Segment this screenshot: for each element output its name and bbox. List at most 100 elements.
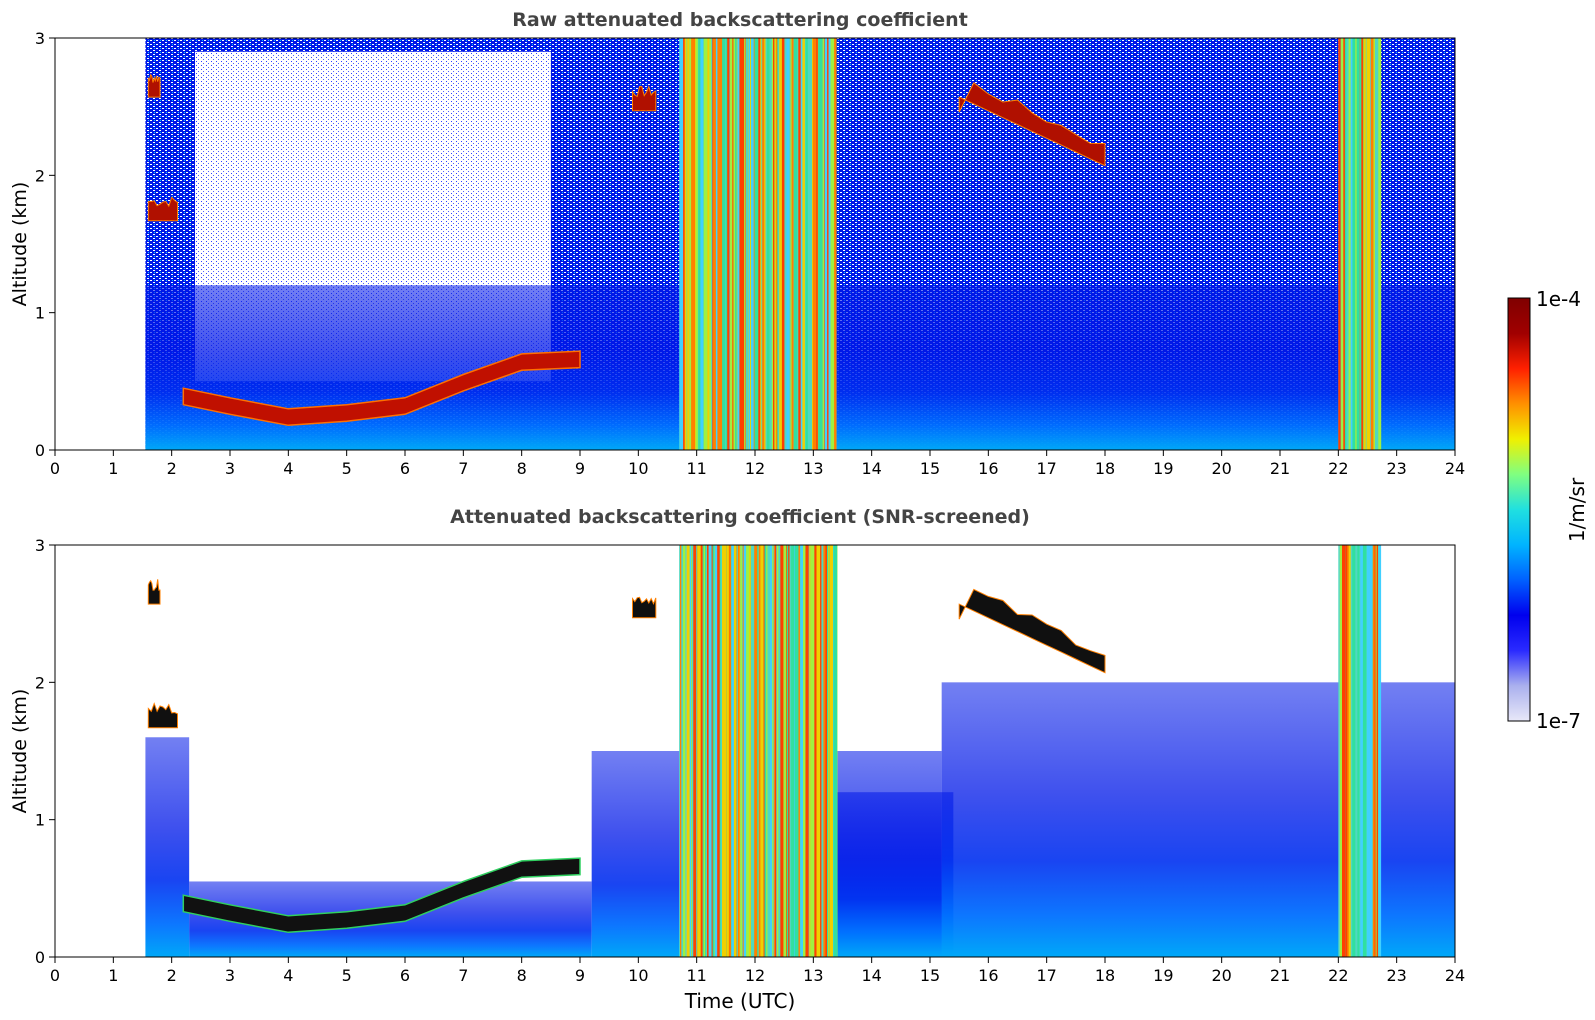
x-tick-label: 0 — [50, 966, 60, 985]
precipitation-streak — [1369, 38, 1371, 450]
precipitation-streak — [1378, 38, 1382, 450]
precipitation-streak — [1352, 545, 1356, 957]
x-tick-label: 13 — [803, 966, 823, 985]
raw-backscatter-panel: Raw attenuated backscattering coefficien… — [9, 9, 1465, 478]
heatmap-area — [145, 38, 1456, 450]
precipitation-streak — [748, 38, 750, 450]
x-tick-label: 7 — [458, 966, 468, 985]
x-tick-label: 16 — [978, 966, 998, 985]
precipitation-streak — [774, 545, 777, 957]
precipitation-streak — [717, 545, 720, 957]
x-tick-label: 17 — [1036, 966, 1056, 985]
y-axis: 0 1 2 3 — [35, 536, 55, 967]
x-tick-label: 20 — [1211, 459, 1231, 478]
precipitation-streak — [1354, 38, 1358, 450]
x-tick-label: 24 — [1445, 966, 1465, 985]
precipitation-streak — [833, 545, 838, 957]
precipitation-streak — [758, 545, 762, 957]
x-tick-label: 23 — [1386, 966, 1406, 985]
precipitation-streak — [743, 545, 747, 957]
precipitation-streak — [733, 545, 737, 957]
precipitation-streak — [707, 545, 710, 957]
y-tick-label: 2 — [35, 673, 45, 692]
precipitation-streak — [683, 545, 686, 957]
precipitation-streak — [683, 38, 685, 450]
x-tick-label: 16 — [978, 459, 998, 478]
precipitation-streak — [766, 38, 770, 450]
x-tick-label: 20 — [1211, 966, 1231, 985]
precipitation-streak — [1350, 38, 1353, 450]
precipitation-streak — [729, 545, 732, 957]
precipitation-streak — [776, 38, 779, 450]
precipitation-streak — [1366, 545, 1369, 957]
x-tick-label: 17 — [1036, 459, 1056, 478]
precipitation-streak — [713, 38, 716, 450]
panel-title: Attenuated backscattering coefficient (S… — [450, 506, 1030, 528]
x-tick-label: 18 — [1095, 459, 1115, 478]
precipitation-streak — [683, 38, 687, 450]
precipitation-streak — [1348, 38, 1352, 450]
y-tick-label: 3 — [35, 29, 45, 48]
precipitation-streak — [1346, 545, 1351, 957]
cloud-layer — [632, 85, 657, 112]
precipitation-streak — [1342, 545, 1346, 957]
precipitation-streak — [809, 545, 811, 957]
precipitation-streak — [794, 545, 799, 957]
precipitation-streak — [830, 38, 835, 450]
x-tick-label: 2 — [167, 459, 177, 478]
x-tick-label: 7 — [458, 459, 468, 478]
precipitation-streak — [829, 545, 833, 957]
precipitation-streak — [1363, 38, 1366, 450]
x-axis: 0 1 2 3 4 5 6 7 8 9 10 11 12 13 14 15 16 17 18 19 20 21 22 23 24 — [50, 450, 1465, 478]
colorbar: 1e-4 1e-7 1/m/sr — [1507, 287, 1589, 733]
precipitation-streak — [691, 38, 695, 450]
precipitation-streak — [787, 545, 789, 957]
precipitation-streak — [814, 545, 817, 957]
precipitation-streak — [703, 545, 706, 957]
x-axis-label: Time (UTC) — [684, 989, 796, 1013]
precipitation-streak — [779, 38, 783, 450]
x-tick-label: 3 — [225, 459, 235, 478]
precipitation-streak — [733, 38, 736, 450]
y-tick-label: 0 — [35, 948, 45, 967]
precipitation-streak — [785, 545, 787, 957]
x-tick-label: 4 — [283, 459, 293, 478]
colorbar-label: 1/m/sr — [1565, 477, 1589, 542]
precipitation-streak — [1359, 38, 1362, 450]
precipitation-streak — [1362, 545, 1366, 957]
precipitation-streak — [700, 545, 703, 957]
precipitation-streak — [689, 38, 692, 450]
boundary-layer-top — [182, 350, 581, 427]
x-tick-label: 18 — [1095, 966, 1115, 985]
x-tick-label: 0 — [50, 459, 60, 478]
precipitation-streak — [773, 38, 775, 450]
precipitation-streak — [833, 38, 837, 450]
precipitation-streak — [776, 545, 779, 957]
x-tick-label: 1 — [108, 459, 118, 478]
precipitation-streak — [788, 545, 790, 957]
aerosol-fill — [145, 737, 190, 957]
precipitation-streak — [816, 38, 818, 450]
precipitation-streak — [782, 545, 787, 957]
x-tick-label: 11 — [686, 966, 706, 985]
precipitation-streak — [689, 545, 691, 957]
precipitation-streak — [760, 38, 762, 450]
x-tick-label: 12 — [745, 459, 765, 478]
precipitation-streak — [823, 38, 825, 450]
precipitation-streak — [793, 38, 798, 450]
x-tick-label: 3 — [225, 966, 235, 985]
precipitation-streak — [823, 545, 826, 957]
precipitation-streak — [1378, 545, 1382, 957]
x-tick-label: 21 — [1270, 966, 1290, 985]
cloud-layer — [147, 579, 161, 605]
x-tick-label: 10 — [628, 966, 648, 985]
precipitation-streak — [721, 38, 726, 450]
precipitation-streak — [816, 545, 821, 957]
x-tick-label: 21 — [1270, 459, 1290, 478]
cloud-layer — [147, 702, 178, 729]
precipitation-streak — [757, 38, 761, 450]
x-tick-label: 9 — [575, 966, 585, 985]
x-tick-label: 23 — [1386, 459, 1406, 478]
precipitation-streak — [717, 38, 720, 450]
